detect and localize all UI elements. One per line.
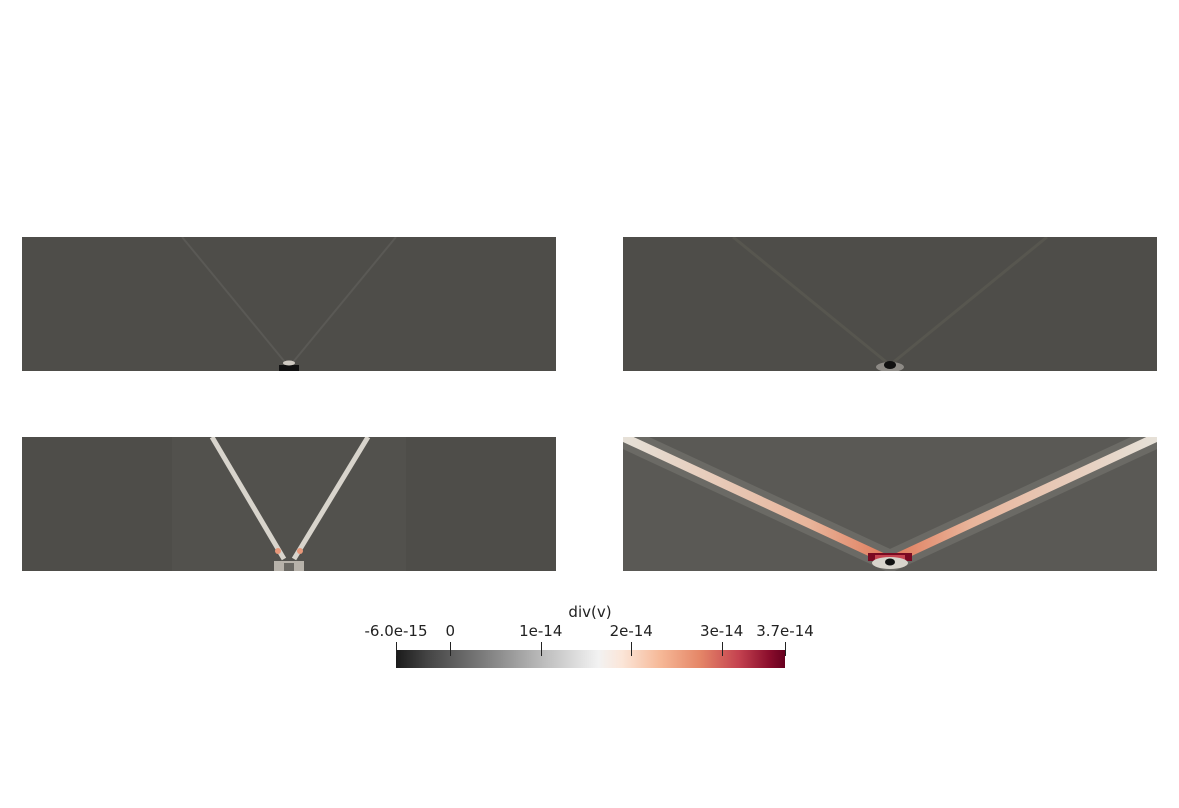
colorbar-tick-label: 3.7e-14 xyxy=(756,622,814,640)
colorbar-tick xyxy=(396,642,397,656)
source-marker xyxy=(284,563,294,571)
colorbar-tick xyxy=(721,642,723,656)
colorbar-tick-label: 0 xyxy=(445,622,456,640)
field-plot-2 xyxy=(623,237,1157,371)
colorbar-tick-label: 1e-14 xyxy=(519,622,563,640)
source-marker xyxy=(885,558,895,566)
colorbar-tick-label: -6.0e-15 xyxy=(364,622,428,640)
field-plot-1 xyxy=(22,237,556,371)
colorbar-tick-label: 2e-14 xyxy=(609,622,653,640)
field-panel-top-left xyxy=(22,237,556,371)
field-panel-bottom-left xyxy=(22,437,556,571)
colorbar-tick-label: 3e-14 xyxy=(700,622,744,640)
colorbar-tick xyxy=(785,642,786,656)
colorbar-tick xyxy=(540,642,542,656)
colorbar-title: div(v) xyxy=(568,603,612,621)
colorbar: div(v) -6.0e-15 0 1e-14 2e-14 3e-14 3.7e-14 xyxy=(360,600,820,680)
source-marker xyxy=(884,361,896,369)
field-panel-top-right xyxy=(623,237,1157,371)
colorbar-tick xyxy=(450,642,452,656)
source-marker xyxy=(279,365,299,371)
colorbar-tick xyxy=(631,642,633,656)
field-plot-3 xyxy=(22,437,556,571)
field-panel-bottom-right xyxy=(623,437,1157,571)
colorbar-gradient xyxy=(396,650,785,668)
field-plot-4 xyxy=(623,437,1157,571)
